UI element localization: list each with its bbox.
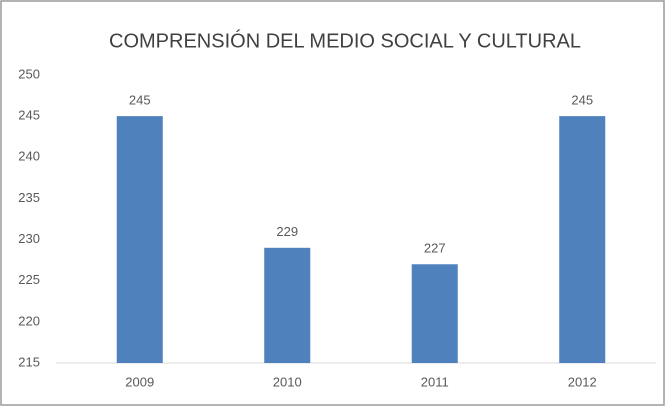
y-tick-label: 225	[18, 272, 40, 287]
y-tick-label: 235	[18, 190, 40, 205]
bar	[411, 264, 458, 363]
x-tick-label: 2011	[421, 374, 449, 389]
bar	[264, 247, 311, 363]
x-tick-label: 2012	[568, 374, 597, 389]
data-label: 229	[276, 224, 298, 239]
data-label: 245	[571, 93, 593, 108]
bar	[559, 116, 606, 364]
x-tick-label: 2010	[273, 374, 302, 389]
data-label: 245	[129, 93, 151, 108]
y-tick-label: 215	[18, 354, 40, 369]
bar	[116, 116, 163, 364]
chart-title: COMPRENSIÓN DEL MEDIO SOCIAL Y CULTURAL	[109, 29, 581, 52]
y-tick-label: 245	[18, 108, 40, 123]
data-label: 227	[424, 241, 446, 256]
x-tick-label: 2009	[125, 374, 154, 389]
y-tick-label: 240	[18, 149, 40, 164]
y-tick-label: 230	[18, 231, 40, 246]
y-tick-label: 220	[18, 313, 40, 328]
y-tick-label: 250	[18, 66, 40, 81]
